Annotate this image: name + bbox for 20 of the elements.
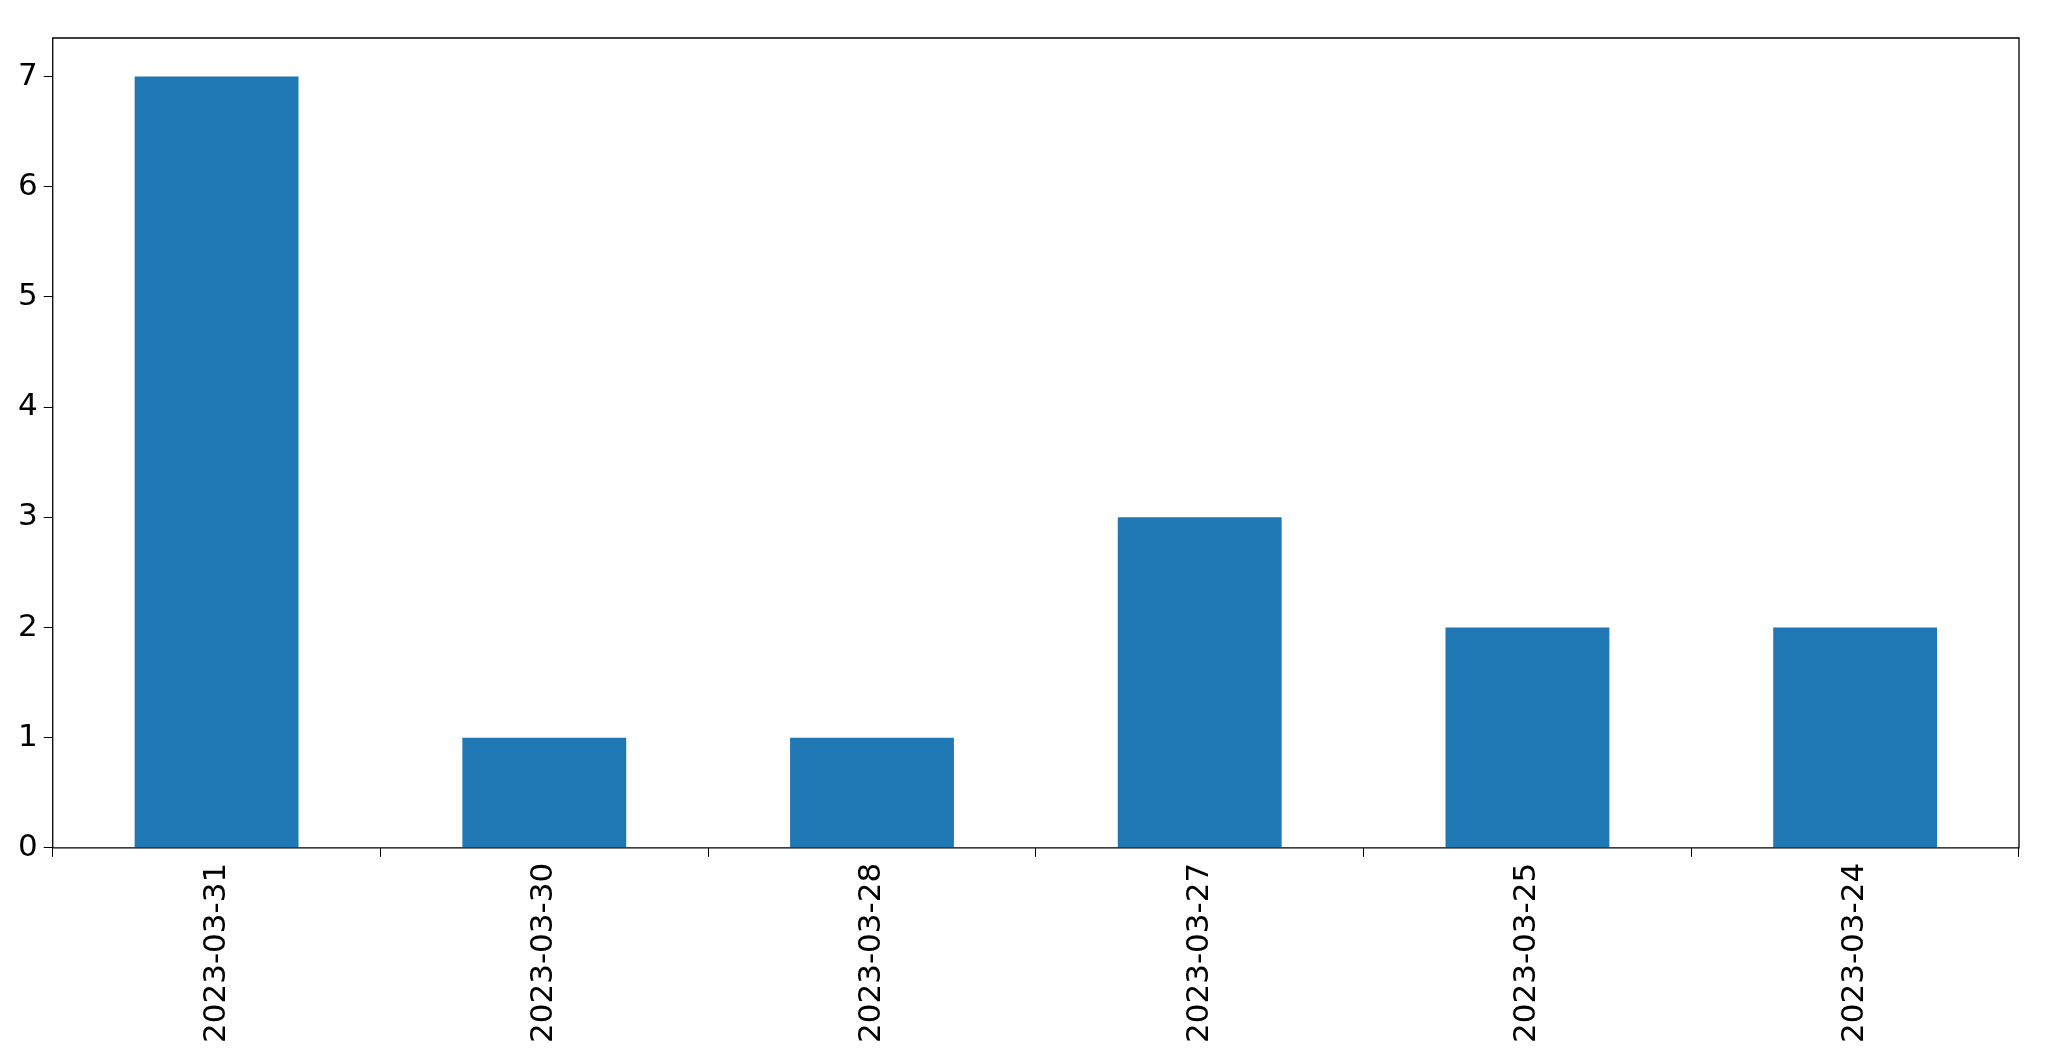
y-tick-label: 3	[17, 496, 38, 533]
x-tick-label: 2023-03-31	[195, 862, 232, 1044]
y-tick-label: 2	[17, 606, 38, 643]
y-tick-label: 4	[17, 386, 38, 423]
bar	[1117, 517, 1282, 848]
bar	[134, 76, 299, 848]
x-tick-label: 2023-03-24	[1834, 862, 1871, 1044]
y-tick-label: 1	[17, 716, 38, 753]
y-tick-label: 5	[17, 275, 38, 312]
x-tick-label: 2023-03-30	[523, 862, 560, 1044]
x-tick-label: 2023-03-28	[851, 862, 888, 1044]
y-tick-label: 0	[17, 826, 38, 863]
y-tick-label: 7	[17, 55, 38, 92]
bar	[462, 737, 627, 848]
x-tick-label: 2023-03-27	[1178, 862, 1215, 1044]
bar	[790, 737, 954, 848]
x-tick-label: 2023-03-25	[1506, 862, 1543, 1044]
y-tick-label: 6	[17, 165, 38, 202]
bar	[1445, 627, 1610, 848]
bar	[1773, 627, 1938, 848]
